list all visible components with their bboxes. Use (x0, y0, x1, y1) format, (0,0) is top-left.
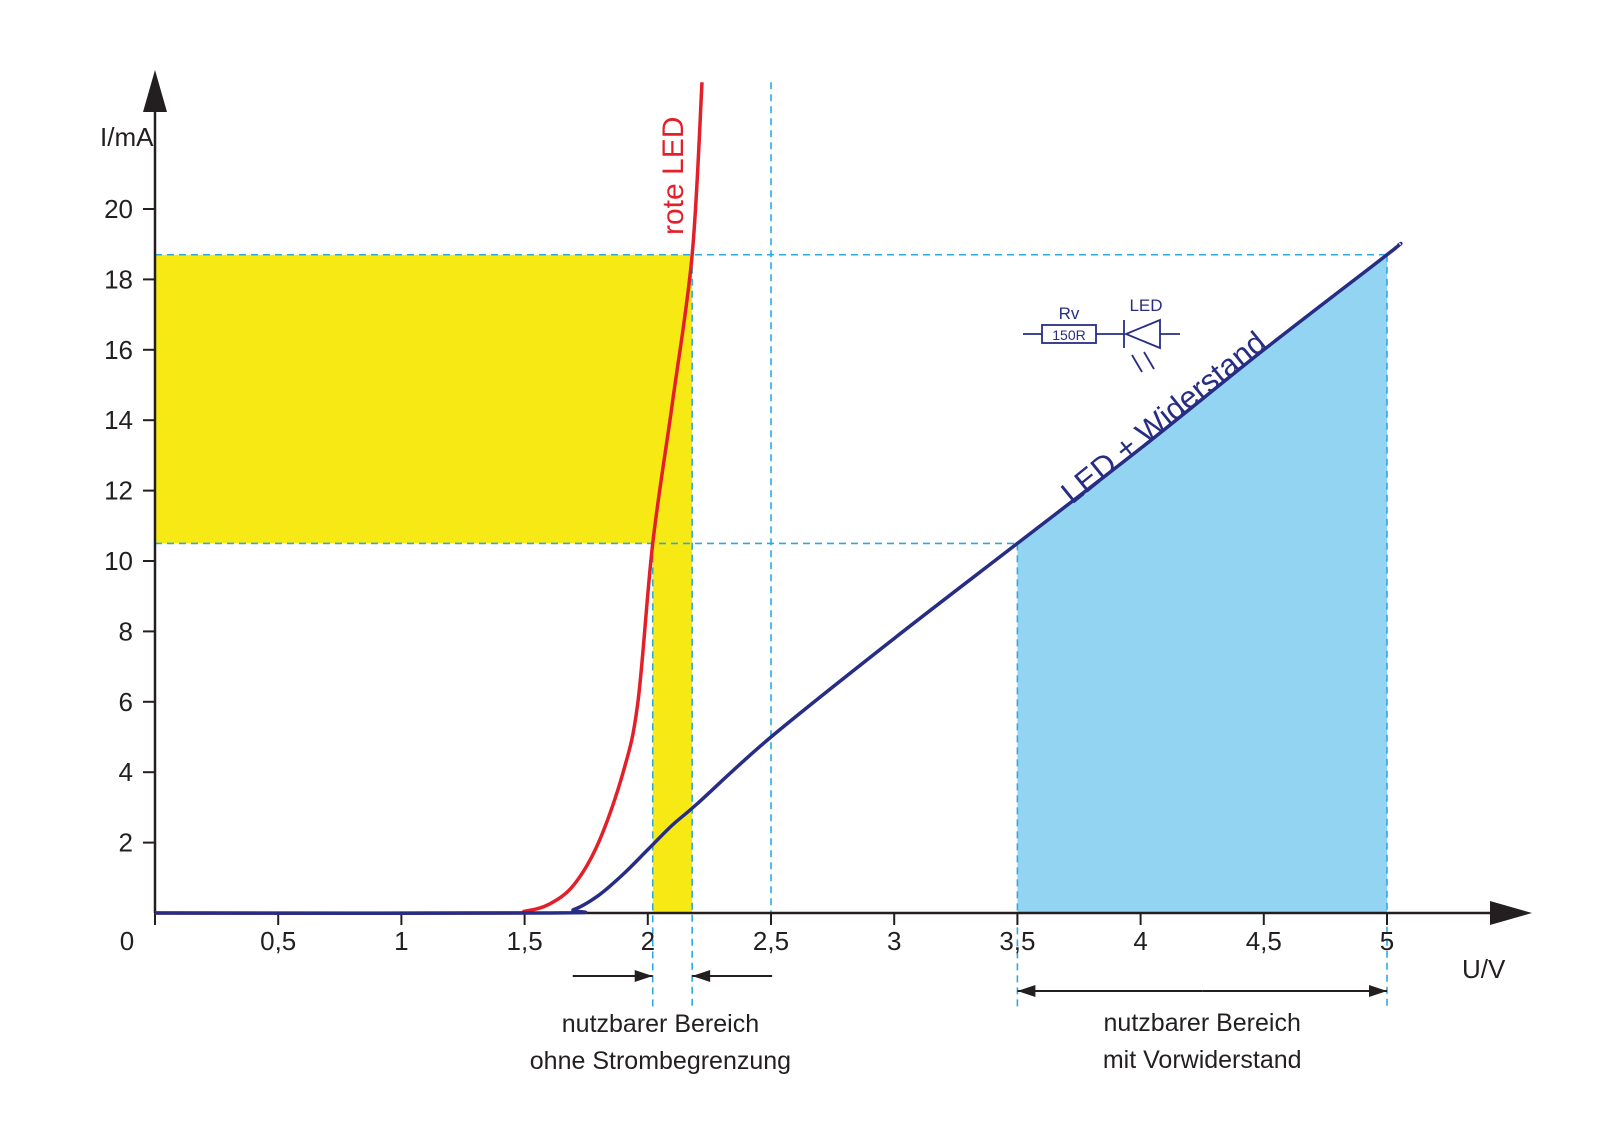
light-arrow (1131, 354, 1143, 373)
curves (154, 82, 1403, 916)
x-tick-label: 2 (641, 926, 655, 956)
y-tick-label: 4 (119, 757, 133, 787)
ticks: 2 4 6 8 10 12 14 16 18 20 0 0,5 1 1,5 2 2,5 3 3,5 4 4,5 5 (104, 194, 1394, 956)
x-tick-label: 1,5 (507, 926, 543, 956)
x-tick-label: 0,5 (260, 926, 296, 956)
range-arrowhead (634, 970, 653, 982)
y-axis-label: I/mA (100, 122, 154, 152)
shading (155, 254, 1387, 913)
range-label: ohne Strombegrenzung (530, 1047, 791, 1075)
y-tick-label: 12 (104, 476, 133, 506)
range-arrowhead (1017, 985, 1036, 997)
x-tick-label: 4,5 (1246, 926, 1282, 956)
led-triangle (1123, 318, 1161, 350)
x-axis-label: U/V (1462, 954, 1506, 984)
x-tick-label: 3 (887, 926, 901, 956)
led-name: LED (1129, 296, 1162, 315)
range-label: nutzbarer Bereich (1104, 1009, 1301, 1037)
series-label: rote LED (657, 117, 690, 235)
x-tick-label: 4 (1133, 926, 1147, 956)
y-tick-label: 2 (119, 828, 133, 858)
series-line (154, 241, 1403, 916)
highlight-region (652, 543, 693, 913)
x-axis-arrow (1490, 901, 1532, 925)
range-label: mit Vorwiderstand (1103, 1046, 1302, 1074)
guides (155, 82, 1388, 1010)
y-axis-arrow (143, 70, 167, 112)
area-region (1017, 254, 1387, 913)
x-tick-label: 0 (120, 926, 134, 956)
y-tick-label: 8 (119, 616, 133, 646)
y-tick-label: 10 (104, 546, 133, 576)
x-tick-label: 5 (1380, 926, 1394, 956)
circuit-symbol (1023, 318, 1180, 373)
highlight-region (155, 254, 693, 544)
y-tick-label: 6 (119, 687, 133, 717)
resistor-value: 150R (1052, 327, 1085, 343)
y-tick-label: 18 (104, 264, 133, 294)
x-tick-label: 3,5 (999, 926, 1035, 956)
y-tick-label: 20 (104, 194, 133, 224)
resistor-name: Rv (1059, 304, 1080, 323)
range-arrowhead (1369, 985, 1387, 997)
range-label: nutzbarer Bereich (562, 1010, 759, 1038)
range-arrowhead (692, 970, 711, 982)
y-tick-label: 16 (104, 335, 133, 365)
light-arrow (1143, 351, 1155, 370)
y-tick-label: 14 (104, 405, 133, 435)
x-tick-label: 2,5 (753, 926, 789, 956)
x-tick-label: 1 (394, 926, 408, 956)
